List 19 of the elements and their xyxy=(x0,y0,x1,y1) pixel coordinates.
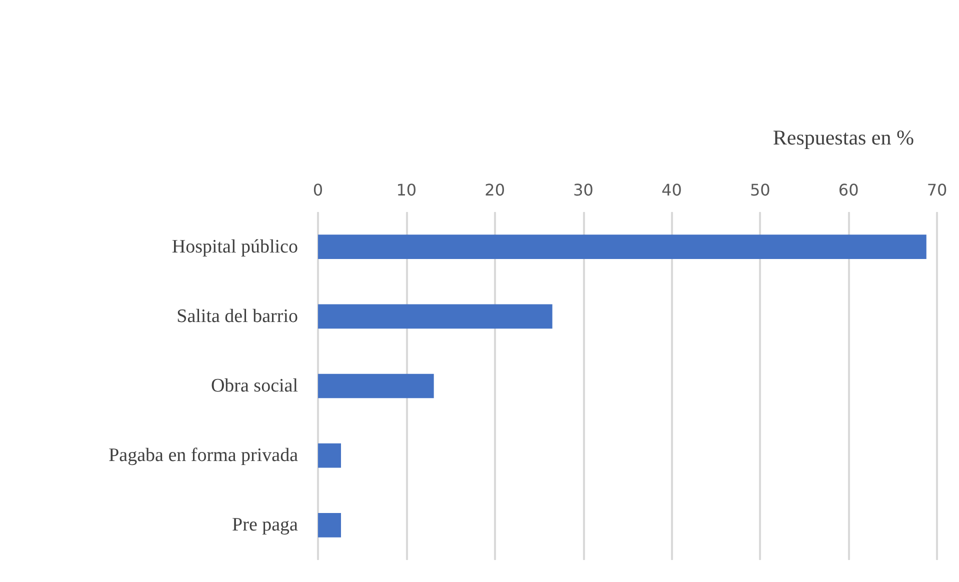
bar xyxy=(318,374,434,398)
bar xyxy=(318,304,552,329)
y-tick-label: Pre paga xyxy=(232,514,299,536)
y-tick-label: Salita del barrio xyxy=(176,306,298,327)
x-tick-label: 40 xyxy=(662,180,682,200)
bar xyxy=(318,234,926,259)
x-tick-label: 60 xyxy=(838,180,859,200)
x-tick-label: 0 xyxy=(312,180,324,200)
x-axis-title: Respuestas en % xyxy=(772,126,914,150)
y-tick-label: Obra social xyxy=(210,376,298,396)
bar xyxy=(318,443,341,468)
x-tick-label: 20 xyxy=(484,180,506,200)
x-tick-label: 70 xyxy=(926,180,948,200)
y-tick-label: Pagaba en forma privada xyxy=(108,445,299,466)
x-tick-label: 30 xyxy=(573,180,594,200)
bar xyxy=(318,513,341,538)
y-tick-label: Hospital público xyxy=(172,236,298,258)
x-tick-label: 10 xyxy=(396,180,417,200)
x-tick-label: 50 xyxy=(750,180,770,200)
